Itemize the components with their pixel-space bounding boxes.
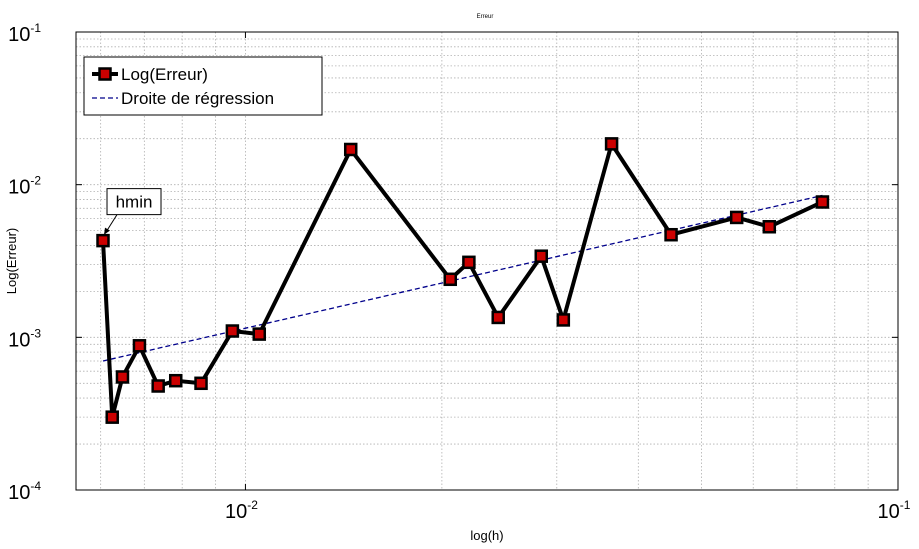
error-point — [534, 249, 549, 263]
error-point — [151, 379, 165, 393]
hmin-annotation-box — [106, 188, 162, 216]
y-tick-label: 10-4 — [8, 479, 41, 504]
error-point — [729, 210, 744, 225]
y-tick-label: 10-2 — [8, 174, 41, 199]
error-point — [96, 233, 110, 248]
hmin-annotation-arrowhead — [104, 227, 111, 235]
x-tick-label: 10-2 — [225, 498, 258, 523]
x-axis-label: log(h) — [470, 528, 503, 543]
error-point — [194, 376, 208, 391]
error-point — [762, 220, 777, 234]
y-tick-label: 10-3 — [8, 326, 41, 351]
error-point — [105, 410, 119, 424]
error-point — [664, 227, 678, 242]
error-point — [115, 370, 130, 384]
legend: Log(Erreur) Droite de régression — [83, 56, 323, 116]
error-series-line — [101, 141, 824, 420]
annotations: hmin — [104, 188, 162, 235]
y-axis-label: Log(Erreur) — [4, 228, 19, 294]
axis-ticks: 10-2 10-1 10-4 10-3 10-2 10-1 — [8, 21, 911, 523]
legend-label-regression: Droite de régression — [121, 89, 274, 108]
error-point — [462, 255, 476, 270]
error-point — [556, 313, 571, 327]
y-tick-label: 10-1 — [8, 21, 41, 46]
hmin-annotation-label: hmin — [116, 193, 153, 212]
error-point — [815, 195, 830, 209]
error-point — [225, 324, 240, 338]
error-point — [604, 137, 619, 151]
legend-swatch-marker-error — [98, 67, 112, 81]
error-point — [252, 327, 267, 341]
legend-label-error: Log(Erreur) — [121, 65, 208, 84]
error-point — [343, 142, 358, 157]
error-point — [491, 310, 505, 325]
error-point — [168, 373, 183, 388]
x-tick-label: 10-1 — [878, 498, 911, 523]
legend-box — [83, 56, 323, 116]
chart-title: Erreur — [477, 14, 494, 20]
error-point — [443, 272, 458, 287]
series — [96, 137, 830, 424]
error-point — [132, 339, 147, 353]
plot-frame — [75, 31, 899, 491]
regression-line — [102, 194, 823, 362]
